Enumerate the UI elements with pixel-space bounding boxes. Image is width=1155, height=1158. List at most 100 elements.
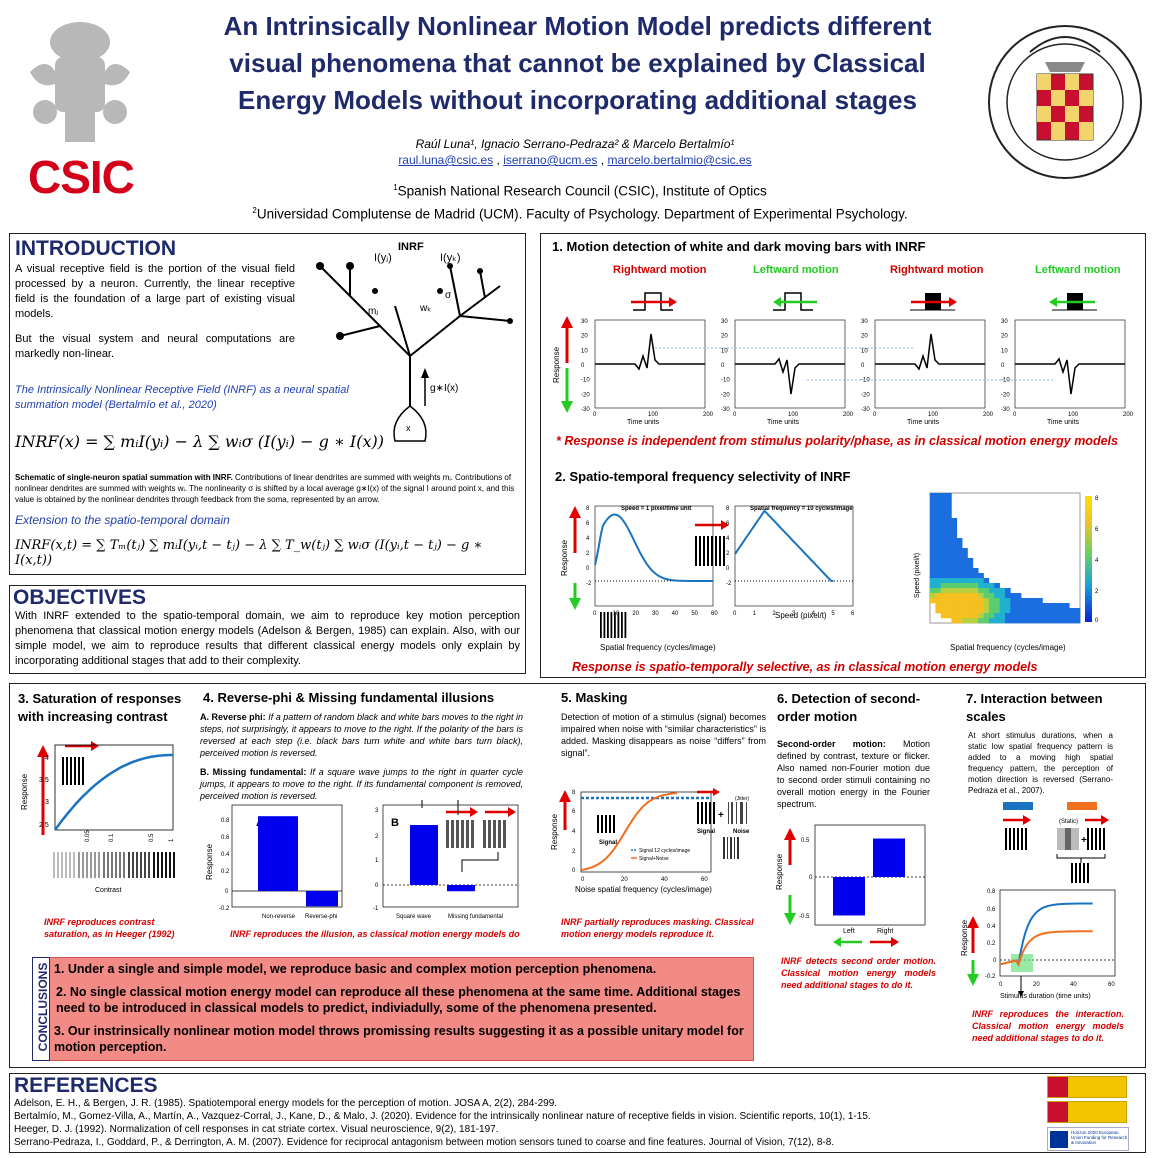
sec1-xtick: 200 (1123, 412, 1134, 418)
diagram-label-mj: mⱼ (368, 306, 378, 317)
heatmap-cell (962, 578, 968, 584)
heatmap-cell (988, 608, 995, 614)
svg-text:6: 6 (586, 521, 590, 527)
heatmap-cell (956, 538, 963, 544)
selectivity-curve-1 (594, 513, 713, 582)
heatmap-cell (951, 608, 958, 614)
heatmap-cell (946, 613, 952, 619)
heatmap-cell (1053, 608, 1059, 614)
sec3-title: 3. Saturation of responses with increasi… (18, 691, 182, 724)
heatmap-cell (935, 578, 942, 584)
sec1-label-3: Rightward motion (890, 264, 984, 276)
cbar-tick: 6 (1095, 527, 1099, 533)
conclusions-list: 1. Under a single and simple model, we r… (54, 961, 751, 1055)
sec4-a-cat: Reverse-phi (305, 914, 337, 920)
heatmap-cell (1037, 608, 1043, 614)
sec6-ylabel: Response (775, 853, 784, 890)
heatmap-cell (930, 588, 936, 594)
svg-text:0.5: 0.5 (801, 838, 810, 844)
sec1-xtick: 200 (703, 412, 714, 418)
sec2-p2-xtick: 6 (851, 611, 855, 617)
conclusion-item: 3. Our instrinsically nonlinear motion m… (54, 1024, 744, 1054)
cbar-tick: 2 (1095, 589, 1099, 595)
svg-text:2: 2 (572, 849, 576, 855)
sec1-xlabel: Time units (627, 419, 660, 426)
sec5-title: 5. Masking (561, 690, 628, 705)
heatmap-cell (956, 603, 963, 609)
heatmap-cell (1005, 588, 1011, 594)
svg-text:0.6: 0.6 (221, 835, 230, 841)
heatmap-cell (972, 578, 979, 584)
sec6-note: INRF detects second order motion. Classi… (781, 956, 936, 990)
heatmap-cell (967, 618, 974, 624)
heatmap-cell (988, 593, 995, 599)
sec1-ytick: 10 (721, 348, 728, 354)
sec7-text: At short stimulus durations, when a stat… (968, 731, 1113, 795)
svg-text:0: 0 (809, 875, 813, 881)
heatmap-cell (930, 543, 936, 549)
heatmap-cell (940, 533, 947, 539)
heatmap-cell (962, 583, 968, 589)
heatmap-cell (967, 588, 974, 594)
extension-heading: Extension to the spatio-temporal domain (15, 513, 230, 527)
heatmap-cell (935, 538, 942, 544)
heatmap-cell (1058, 618, 1065, 624)
heatmap-cell (940, 578, 947, 584)
heatmap-cell (951, 583, 958, 589)
heatmap-cell (988, 598, 995, 604)
svg-text:6: 6 (572, 809, 576, 815)
eu-logo: Horizon 2020 European Union Funding for … (1047, 1127, 1129, 1151)
heatmap-cell (935, 543, 942, 549)
sec2-p1-xtick: 10 (613, 611, 620, 617)
heatmap-cell (1031, 598, 1038, 604)
sec1-ytick: -10 (1001, 378, 1010, 384)
heatmap-cell (935, 583, 942, 589)
heatmap-cell (940, 603, 947, 609)
heatmap-cell (1069, 613, 1075, 619)
results-box-top (540, 233, 1146, 678)
heatmap-cell (999, 598, 1006, 604)
sec3-figure: Response 4 3.5 3 2.5 0.05 0.1 0.5 1 Cont… (15, 730, 195, 900)
inrf-spatiotemporal-equation: INRF(x,t) = ∑ Tₘ(tⱼ) ∑ mᵢI(yᵢ,t − tⱼ) − … (15, 538, 483, 568)
heatmap-cell (1010, 603, 1017, 609)
heatmap-cell (1042, 608, 1049, 614)
svg-text:40: 40 (661, 877, 668, 883)
email-link[interactable]: marcelo.bertalmio@csic.es (607, 153, 752, 167)
heatmap-cell (983, 608, 990, 614)
sec5-legend-2: Signal+Noise (639, 856, 669, 862)
heatmap-cell (994, 603, 1000, 609)
sec2-p2-title: Spatial frequency = 10 cycles/image (750, 506, 853, 512)
svg-text:2: 2 (726, 551, 730, 557)
heatmap-cell (935, 563, 942, 569)
svg-text:-1: -1 (373, 906, 379, 912)
sec3-xtick: 0.5 (149, 833, 155, 842)
diagram-title: INRF (398, 241, 424, 253)
email-link[interactable]: iserrano@ucm.es (503, 153, 598, 167)
sec1-ytick: 30 (721, 319, 728, 325)
sec2-p2-xlabel: Speed (pixel/t) (775, 611, 827, 620)
heatmap-cell (951, 518, 958, 524)
heatmap-cell (946, 533, 952, 539)
heatmap-cell (946, 578, 952, 584)
heatmap-cell (951, 533, 958, 539)
heatmap-cell (1031, 613, 1038, 619)
heatmap-cell (951, 593, 958, 599)
heatmap-cell (956, 573, 963, 579)
email-link[interactable]: raul.luna@csic.es (398, 153, 494, 167)
heatmap-cell (930, 583, 936, 589)
heatmap-cell (946, 588, 952, 594)
heatmap-cell (940, 503, 947, 509)
heatmap-cell (956, 593, 963, 599)
sec6-title: 6. Detection of second-order motion (777, 691, 921, 724)
heatmap-cell (967, 558, 974, 564)
heatmap-cell (946, 553, 952, 559)
heatmap-cell (978, 583, 984, 589)
svg-text:+: + (718, 810, 724, 821)
heatmap-cell (1026, 603, 1033, 609)
heatmap-cell (1021, 613, 1027, 619)
heatmap-cell (940, 493, 947, 499)
sec4-a-cat: Non-reverse (262, 914, 296, 920)
conclusion-item: 2. No single classical motion energy mod… (56, 985, 741, 1015)
heatmap-cell (1069, 608, 1075, 614)
heatmap-cell (988, 603, 995, 609)
